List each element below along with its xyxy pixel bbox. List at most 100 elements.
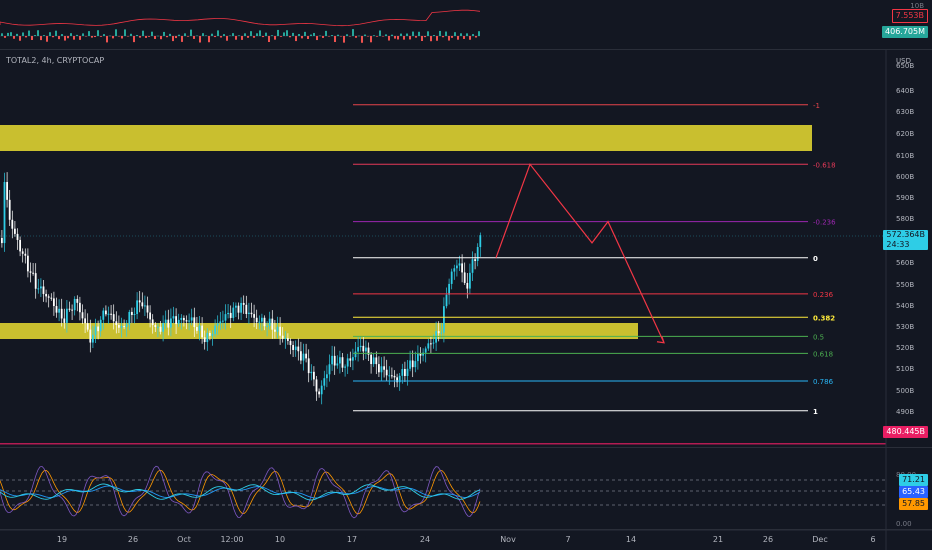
candle-body <box>167 319 170 328</box>
top-panel-bar <box>289 36 291 38</box>
top-panel-bar <box>100 36 102 37</box>
candle-body <box>263 317 266 327</box>
candle-body <box>76 298 79 303</box>
top-panel-bar <box>208 36 210 43</box>
top-panel-bar <box>136 34 138 36</box>
top-panel-bar <box>148 36 150 37</box>
candle-body <box>222 320 224 322</box>
symbol-header[interactable]: TOTAL2, 4h, CRYPTOCAP <box>6 56 105 65</box>
top-panel-bar <box>385 34 387 36</box>
rsi-line <box>0 483 481 501</box>
top-panel-bar <box>76 34 78 36</box>
top-panel-bar <box>34 35 36 36</box>
top-panel-bar <box>283 32 285 36</box>
candle-body <box>458 263 461 266</box>
candle-body <box>289 340 292 346</box>
candle-body <box>123 326 125 328</box>
top-panel-bar <box>445 31 447 36</box>
candle-body <box>383 366 385 370</box>
top-panel-bar <box>103 34 105 36</box>
oscillator-badge-d: 65.43 <box>899 486 928 498</box>
fib-label-8: 0.786 <box>813 378 834 386</box>
candle-body <box>352 357 354 361</box>
rsi-signal-line <box>0 485 481 499</box>
top-panel-bar <box>478 31 480 36</box>
candle-body <box>305 353 307 359</box>
candle-body <box>276 326 279 332</box>
top-panel-bar <box>442 36 444 38</box>
time-tick-0: 19 <box>57 535 67 544</box>
top-panel-bar <box>205 35 207 36</box>
candle-body <box>146 305 149 313</box>
top-panel-bar <box>1 33 3 36</box>
time-tick-12: Dec <box>812 535 827 544</box>
top-value-badge-2: 406.705M <box>882 26 928 38</box>
top-panel-bar <box>451 36 453 38</box>
volume-indicator-panel <box>0 9 932 50</box>
candle-body <box>219 321 222 324</box>
candle-body <box>448 283 450 295</box>
top-panel-bar <box>325 30 327 36</box>
top-panel-bar <box>244 33 246 36</box>
candle-body <box>32 272 34 274</box>
candle-body <box>159 326 162 332</box>
candle-body <box>328 364 331 375</box>
candle-body <box>68 308 71 310</box>
top-panel-bar <box>256 33 258 36</box>
candle-body <box>391 375 393 377</box>
fib-label-9: 1 <box>813 408 818 416</box>
price-tick-10: 540B <box>896 302 914 310</box>
candle-body <box>21 251 24 254</box>
top-panel-bar <box>88 31 90 36</box>
candle-body <box>456 265 458 269</box>
candle-body <box>268 318 271 326</box>
candle-body <box>300 351 302 361</box>
top-panel-bar <box>163 31 165 36</box>
candle-body <box>128 311 131 325</box>
price-tick-1: 640B <box>896 87 914 95</box>
candle-body <box>341 357 344 368</box>
candle-body <box>141 302 144 307</box>
candle-body <box>144 305 146 307</box>
top-panel-bar <box>415 36 417 38</box>
top-panel-bar <box>343 36 345 43</box>
projection-arrowhead <box>656 336 665 344</box>
candle-body <box>396 377 398 383</box>
candle-body <box>118 325 120 328</box>
top-panel-bar <box>124 29 126 36</box>
candle-body <box>474 259 476 261</box>
top-panel-bar <box>142 30 144 36</box>
top-panel-bar <box>250 31 252 36</box>
price-tick-0: 650B <box>896 62 914 70</box>
candle-body <box>79 302 81 313</box>
top-panel-bar <box>28 30 30 36</box>
candle-body <box>375 357 378 365</box>
fib-label-7: 0.618 <box>813 350 833 358</box>
candle-body <box>310 371 313 374</box>
top-panel-bar <box>235 36 237 40</box>
candle-body <box>287 338 289 341</box>
candle-body <box>370 354 372 365</box>
top-panel-bar <box>316 36 318 41</box>
candle-body <box>8 199 11 220</box>
candle-body <box>346 358 349 367</box>
candle-body <box>362 345 365 352</box>
candle-body <box>107 313 110 315</box>
top-panel-bar <box>238 35 240 36</box>
top-panel-bar <box>49 32 51 36</box>
top-panel-bar <box>355 36 357 38</box>
fib-label-1: -0.618 <box>813 161 836 169</box>
stoch-slow-line <box>0 469 481 515</box>
candle-body <box>344 366 346 368</box>
candle-body <box>180 317 183 320</box>
candle-body <box>417 353 419 362</box>
candle-body <box>294 346 297 350</box>
top-panel-bar <box>349 36 351 37</box>
candle-body <box>313 371 315 380</box>
top-panel-bar <box>337 34 339 36</box>
top-panel-bar <box>181 36 183 42</box>
top-panel-bar <box>220 36 222 38</box>
candle-body <box>471 259 474 273</box>
candle-body <box>242 302 245 305</box>
